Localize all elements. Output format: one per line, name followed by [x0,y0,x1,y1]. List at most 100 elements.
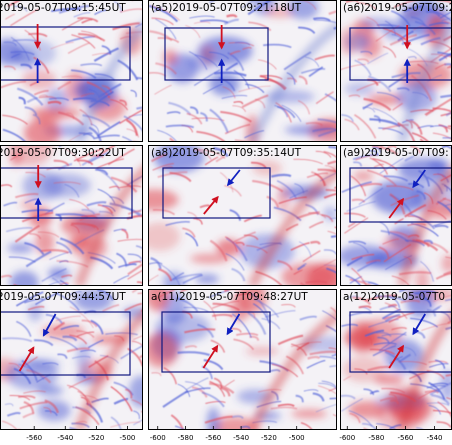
strand [358,187,384,205]
strand [378,331,407,352]
strand [184,387,211,394]
strand [317,129,337,138]
strand [341,114,354,123]
arrow-red [388,197,405,219]
strand [213,377,223,389]
strand [67,290,82,296]
strand [312,392,325,402]
strand [445,126,452,131]
strand [108,185,120,189]
strand [87,151,110,164]
strand [224,236,238,253]
x-tick-label: -580 [178,434,194,442]
strand [8,363,21,369]
strand [86,201,107,207]
strand [23,401,35,414]
strand [377,336,390,344]
strand [15,320,32,337]
region-box [161,311,271,373]
strand [29,233,42,240]
strand [297,99,311,115]
strand [328,10,337,16]
strand [420,260,434,282]
strand [157,37,180,44]
strand [281,104,302,122]
strand [203,359,224,371]
strand [126,31,143,35]
strand [371,145,399,156]
strand [69,426,81,430]
strand [332,414,337,418]
strand [229,50,242,56]
strand [150,153,167,163]
texture-blobs [163,0,337,142]
strand [10,53,21,59]
strand [309,350,337,356]
strand [362,106,376,113]
blob [428,158,449,170]
strand [380,229,410,243]
strand [6,412,21,417]
strand [124,302,142,312]
strand [367,52,389,65]
strand [428,22,450,27]
strand [298,241,312,258]
strand [295,394,304,403]
strand [119,99,127,106]
strand [276,105,296,119]
arrow-red [18,346,35,372]
strand [213,147,229,158]
loop [74,166,143,286]
strand [203,300,217,321]
strand [177,383,191,398]
strand [308,221,324,229]
strand [357,58,370,63]
strand [365,336,373,345]
strand [302,250,321,263]
blob [276,184,290,215]
strand [443,270,452,276]
arrow-blue [226,313,241,336]
strand [358,305,372,309]
strand [189,15,215,19]
strand [340,394,356,400]
strand [224,379,235,387]
blob [342,356,386,383]
strand [10,8,39,27]
strand [384,302,408,320]
strand [155,62,177,75]
strand [357,2,377,10]
strand [112,22,140,31]
strand [348,94,361,98]
strand [382,45,397,58]
region-box [162,167,271,219]
strand [439,10,452,19]
strand [49,251,71,261]
strand [411,16,426,27]
strand [426,74,442,83]
strand [398,353,411,363]
strand [127,210,142,216]
strand [204,415,233,424]
strand [10,51,35,56]
strand [438,124,449,133]
strand [360,182,383,188]
x-tick-label: -560 [205,434,221,442]
strand [14,224,40,243]
strand [403,5,423,13]
strand [60,325,80,331]
strand [376,91,401,101]
strand [434,63,447,70]
strand [373,115,381,123]
strand [442,137,452,139]
strand [193,69,221,87]
strand [165,220,190,227]
strand [120,344,143,360]
strand [41,268,67,282]
strand [133,335,143,341]
strand [299,282,307,286]
strand [196,130,226,142]
strand [123,115,143,133]
strand [81,30,102,41]
strand [424,107,437,116]
